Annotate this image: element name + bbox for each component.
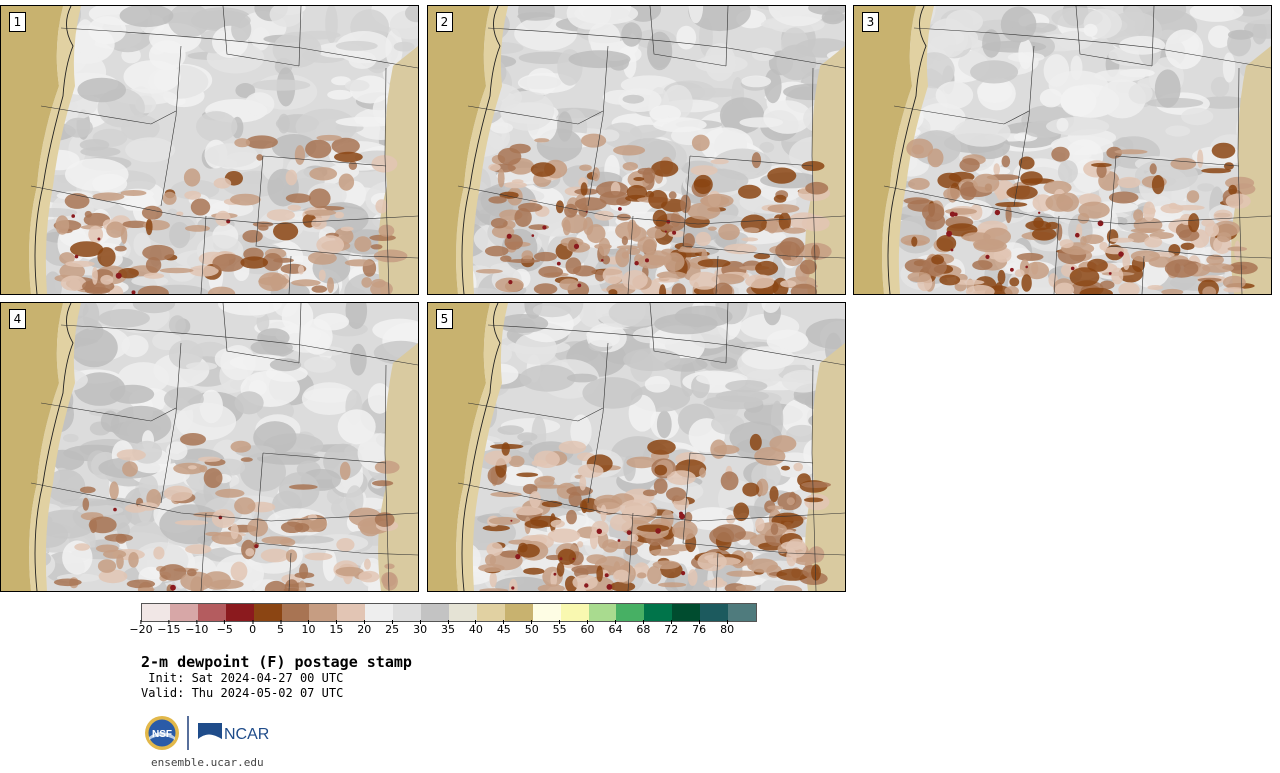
colorbar-segment [365,604,394,621]
colorbar-tick-label: 64 [608,623,623,636]
colorbar-tick-label: 20 [357,623,372,636]
ncar-logo: NCAR [197,723,269,743]
dewpoint-map [854,6,1271,294]
colorbar-tick: 20 [357,620,371,636]
colorbar-segment [225,604,254,621]
valid-time: Valid: Thu 2024-05-02 07 UTC [141,686,344,700]
colorbar-tick: 40 [469,620,483,636]
colorbar-tick: 68 [636,620,650,636]
colorbar-tick-label: 50 [524,623,539,636]
colorbar-tick-label: 10 [301,623,316,636]
colorbar-tick: 10 [301,620,315,636]
colorbar-segment [337,604,366,621]
colorbar-tick: 0 [249,620,256,636]
colorbar-tick-label: 68 [636,623,651,636]
colorbar-tick: −20 [129,620,153,636]
colorbar-tick-label: 60 [580,623,595,636]
colorbar-tick: 50 [525,620,539,636]
colorbar-segment [672,604,701,621]
colorbar-tick-label: −5 [216,623,233,636]
colorbar-tick: 15 [329,620,343,636]
colorbar-tick: 5 [277,620,284,636]
init-time: Init: Sat 2024-04-27 00 UTC [141,671,344,685]
colorbar-tick-label: 40 [468,623,483,636]
figure-title: 2-m dewpoint (F) postage stamp [141,653,412,671]
colorbar-tick: 72 [664,620,678,636]
colorbar-segment [169,604,198,621]
colorbar-tick: 30 [413,620,427,636]
site-url: ensemble.ucar.edu [151,756,264,769]
colorbar-tick-label: 5 [277,623,285,636]
colorbar [141,603,757,622]
colorbar-tick-label: −10 [185,623,209,636]
colorbar-tick-label: 0 [249,623,257,636]
colorbar-tick-label: 72 [664,623,679,636]
colorbar-tick: 80 [720,620,734,636]
colorbar-segment [504,604,533,621]
colorbar-segment [281,604,310,621]
map-panel: 1 [0,5,419,295]
map-panel: 4 [0,302,419,592]
panel-number: 1 [9,12,26,32]
map-panel: 3 [853,5,1272,295]
colorbar-tick: 55 [553,620,567,636]
dewpoint-map [1,303,418,591]
colorbar-segment [700,604,729,621]
colorbar-segment [253,604,282,621]
colorbar-segment [393,604,422,621]
colorbar-segment [644,604,673,621]
colorbar-tick: 35 [441,620,455,636]
colorbar-tick: −15 [157,620,181,636]
colorbar-tick: −10 [185,620,208,636]
colorbar-tick-label: 25 [385,623,400,636]
colorbar-tick-label: 80 [720,623,735,636]
colorbar-segment [197,604,226,621]
dewpoint-map [428,6,845,294]
logos: NSF NCAR [144,713,274,753]
colorbar-tick: 76 [692,620,706,636]
colorbar-tick-label: 55 [552,623,567,636]
colorbar-segment [532,604,561,621]
panel-number: 3 [862,12,879,32]
colorbar-tick: 25 [385,620,399,636]
map-panel: 2 [427,5,846,295]
nsf-logo-text: NSF [152,729,172,740]
colorbar-tick-label: 45 [496,623,511,636]
colorbar-segment [588,604,617,621]
colorbar-tick-label: 15 [329,623,344,636]
colorbar-segment [728,604,756,621]
colorbar-tick: 45 [497,620,511,636]
map-panel: 5 [427,302,846,592]
panel-number: 5 [436,309,453,329]
colorbar-segment [616,604,645,621]
colorbar-tick-label: −15 [157,623,181,636]
colorbar-tick-label: 76 [692,623,707,636]
panel-number: 2 [436,12,453,32]
colorbar-segment [476,604,505,621]
colorbar-tick-label: 35 [441,623,455,636]
colorbar-segment [448,604,477,621]
colorbar-segment [142,604,170,621]
colorbar-tick: 60 [581,620,595,636]
dewpoint-map [1,6,418,294]
dewpoint-map [428,303,845,591]
colorbar-tick-label: −20 [129,623,153,636]
ncar-logo-text: NCAR [224,726,269,743]
colorbar-segment [421,604,449,621]
colorbar-segment [560,604,589,621]
colorbar-segment [309,604,338,621]
nsf-logo: NSF [145,716,179,750]
colorbar-tick: 64 [608,620,622,636]
panel-number: 4 [9,309,26,329]
colorbar-ticks: −20 −15 −10 −5 0 5 10 15 20 25 30 35 40 45 50 55 60 64 68 7… [129,620,755,640]
colorbar-tick: −5 [217,620,233,636]
colorbar-tick-label: 30 [413,623,428,636]
